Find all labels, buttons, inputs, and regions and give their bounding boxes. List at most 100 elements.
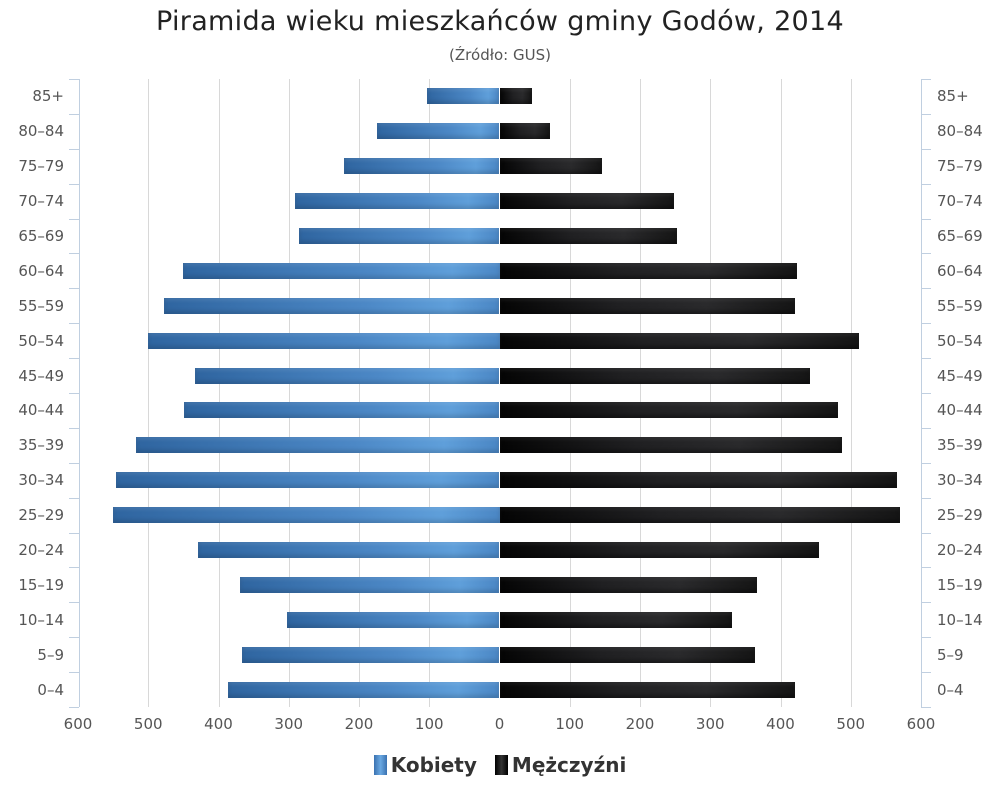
tick-mark — [69, 498, 79, 499]
age-group-label: 50–54 — [18, 331, 64, 350]
tick-mark — [921, 79, 931, 80]
gridline — [850, 79, 852, 707]
bar-mezczyzni[interactable] — [499, 158, 603, 175]
tick-mark — [69, 149, 79, 150]
tick-mark — [69, 184, 79, 185]
bar-kobiety[interactable] — [136, 437, 500, 454]
bar-kobiety[interactable] — [377, 123, 500, 140]
gridline — [288, 79, 290, 707]
x-tick-label: 400 — [766, 715, 795, 733]
x-tick-label: 200 — [625, 715, 655, 733]
bar-kobiety[interactable] — [183, 262, 500, 279]
age-group-label: 5–9 — [937, 645, 964, 664]
bar-kobiety[interactable] — [227, 681, 500, 698]
bar-mezczyzni[interactable] — [499, 123, 551, 140]
bar-kobiety[interactable] — [344, 158, 500, 175]
bar-mezczyzni[interactable] — [499, 367, 810, 384]
age-group-label: 45–49 — [18, 366, 64, 385]
age-group-label: 30–34 — [18, 471, 64, 490]
tick-mark — [921, 602, 931, 603]
x-tick-label: 0 — [494, 715, 505, 733]
tick-mark — [69, 288, 79, 289]
age-group-label: 5–9 — [37, 645, 64, 664]
age-group-label: 75–79 — [18, 157, 64, 176]
bar-kobiety[interactable] — [184, 402, 500, 419]
bar-mezczyzni[interactable] — [499, 193, 674, 210]
tick-mark — [921, 149, 931, 150]
bar-kobiety[interactable] — [427, 88, 500, 105]
bar-mezczyzni[interactable] — [499, 646, 755, 663]
bar-mezczyzni[interactable] — [499, 576, 757, 593]
gridline — [780, 79, 782, 707]
bar-mezczyzni[interactable] — [499, 472, 898, 489]
tick-mark — [69, 567, 79, 568]
bar-mezczyzni[interactable] — [499, 611, 733, 628]
age-group-label: 60–64 — [18, 261, 64, 280]
tick-mark — [921, 219, 931, 220]
bar-mezczyzni[interactable] — [499, 681, 795, 698]
tick-mark — [921, 253, 931, 254]
age-group-label: 80–84 — [937, 122, 983, 141]
plot-area — [69, 79, 931, 708]
tick-mark — [69, 79, 79, 80]
age-group-label: 30–34 — [937, 471, 983, 490]
tick-mark — [921, 672, 931, 673]
bar-mezczyzni[interactable] — [499, 542, 820, 558]
bar-mezczyzni[interactable] — [499, 88, 532, 105]
tick-mark — [921, 498, 931, 499]
age-group-label: 65–69 — [937, 227, 983, 245]
bar-kobiety[interactable] — [295, 193, 500, 210]
age-group-label: 55–59 — [937, 296, 983, 315]
gridline — [218, 79, 220, 707]
tick-mark — [69, 393, 79, 394]
x-tick-label: 600 — [63, 715, 93, 733]
legend-item-kobiety[interactable]: Kobiety — [373, 753, 477, 777]
bar-kobiety[interactable] — [164, 297, 500, 314]
bar-mezczyzni[interactable] — [499, 297, 795, 314]
bar-kobiety[interactable] — [298, 228, 500, 244]
age-group-label: 20–24 — [937, 541, 983, 559]
bar-kobiety[interactable] — [240, 576, 500, 593]
age-group-label: 85+ — [32, 87, 64, 106]
tick-mark — [69, 707, 79, 708]
chart-subtitle: (Źródło: GUS) — [449, 46, 551, 64]
bar-kobiety[interactable] — [113, 507, 500, 524]
tick-mark — [69, 672, 79, 673]
bar-mezczyzni[interactable] — [499, 507, 900, 524]
tick-mark — [69, 637, 79, 638]
age-group-label: 25–29 — [937, 506, 983, 525]
legend-swatch-kobiety — [373, 755, 387, 775]
legend-item-mezczyzni[interactable]: Mężczyźni — [494, 753, 626, 777]
bar-kobiety[interactable] — [198, 542, 500, 558]
bar-mezczyzni[interactable] — [499, 437, 842, 454]
x-tick-label: 300 — [695, 715, 725, 733]
tick-mark — [69, 428, 79, 429]
tick-mark — [69, 219, 79, 220]
chart-title: Piramida wieku mieszkańców gminy Godów, … — [156, 6, 844, 37]
tick-mark — [69, 463, 79, 464]
tick-mark — [69, 602, 79, 603]
gridline — [359, 79, 360, 707]
bar-kobiety[interactable] — [148, 332, 500, 349]
age-group-label: 15–19 — [937, 575, 983, 594]
age-group-label: 70–74 — [937, 192, 983, 211]
bar-mezczyzni[interactable] — [499, 228, 677, 244]
bar-kobiety[interactable] — [115, 472, 500, 489]
tick-mark — [69, 533, 79, 534]
tick-mark — [921, 184, 931, 185]
gridline — [429, 79, 431, 707]
bar-mezczyzni[interactable] — [499, 332, 860, 349]
age-group-label: 10–14 — [18, 610, 64, 629]
bar-kobiety[interactable] — [286, 611, 500, 628]
bar-mezczyzni[interactable] — [499, 402, 839, 419]
bar-mezczyzni[interactable] — [499, 262, 798, 279]
tick-mark — [921, 533, 931, 534]
tick-mark — [921, 358, 931, 359]
gridline — [710, 79, 712, 707]
tick-mark — [921, 114, 931, 115]
age-group-label: 50–54 — [937, 331, 983, 350]
bar-kobiety[interactable] — [241, 646, 500, 663]
age-group-label: 15–19 — [18, 575, 64, 594]
age-group-label: 70–74 — [18, 192, 64, 211]
bar-kobiety[interactable] — [194, 367, 500, 384]
